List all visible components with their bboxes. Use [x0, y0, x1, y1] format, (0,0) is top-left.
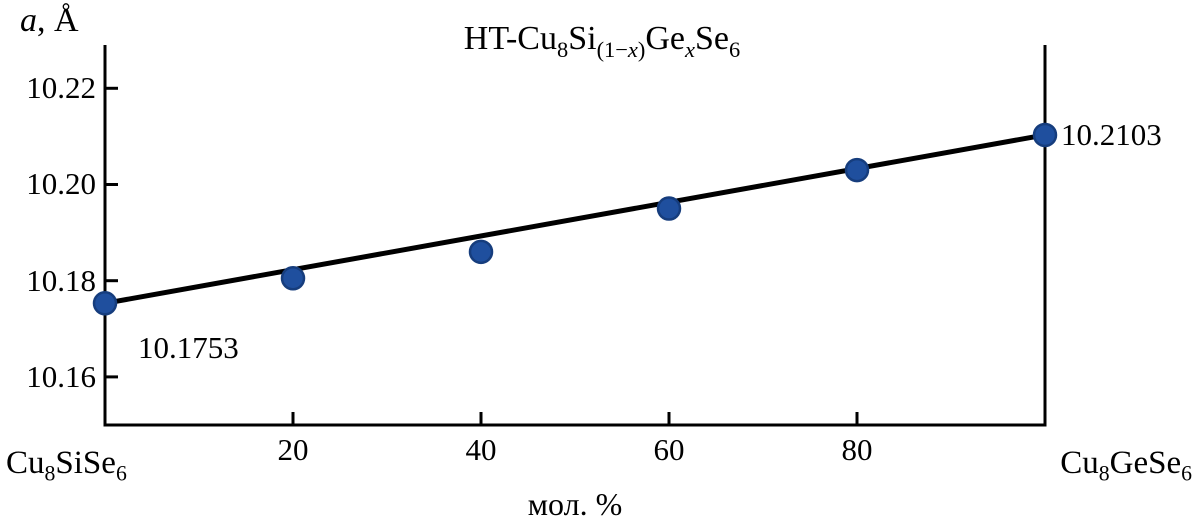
- x-axis-label: мол. %: [527, 486, 623, 522]
- data-point: [844, 157, 870, 183]
- data-point: [656, 196, 682, 221]
- data-point: [468, 239, 494, 265]
- y-tick-label: 10.18: [26, 262, 96, 298]
- x-tick-label: 60: [653, 432, 685, 467]
- trend-line: [104, 132, 1046, 306]
- data-point: [92, 291, 118, 316]
- y-tick-label: 10.22: [26, 70, 96, 106]
- point-value-label: 10.2103: [1061, 116, 1162, 152]
- data-point: [280, 266, 306, 291]
- data-point: [1032, 122, 1058, 148]
- y-tick-label: 10.20: [26, 166, 96, 202]
- point-value-label: 10.1753: [138, 330, 239, 366]
- x-tick-label: 80: [841, 432, 873, 467]
- y-tick-label: 10.16: [26, 358, 96, 394]
- x-tick-label: 40: [465, 432, 497, 467]
- x-axis-endpoint-left-label: Cu8SiSe6: [6, 445, 127, 486]
- x-tick-label: 20: [277, 432, 309, 467]
- x-axis-endpoint-right-label: Cu8GeSe6: [1060, 445, 1192, 486]
- y-axis-label: a, Å: [20, 2, 79, 39]
- chart-title: HT-Cu8Si(1−x)GexSe6: [463, 20, 741, 62]
